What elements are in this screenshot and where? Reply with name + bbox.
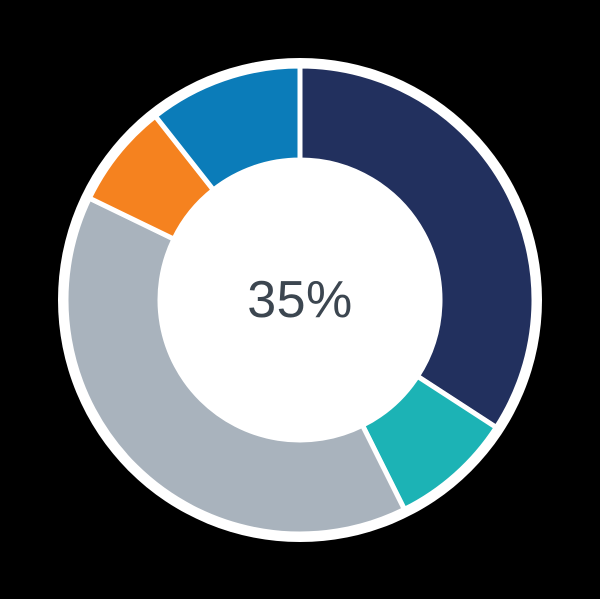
center-percentage-label: 35%	[247, 271, 353, 329]
donut-slices	[63, 63, 537, 537]
donut-hole	[160, 160, 440, 440]
